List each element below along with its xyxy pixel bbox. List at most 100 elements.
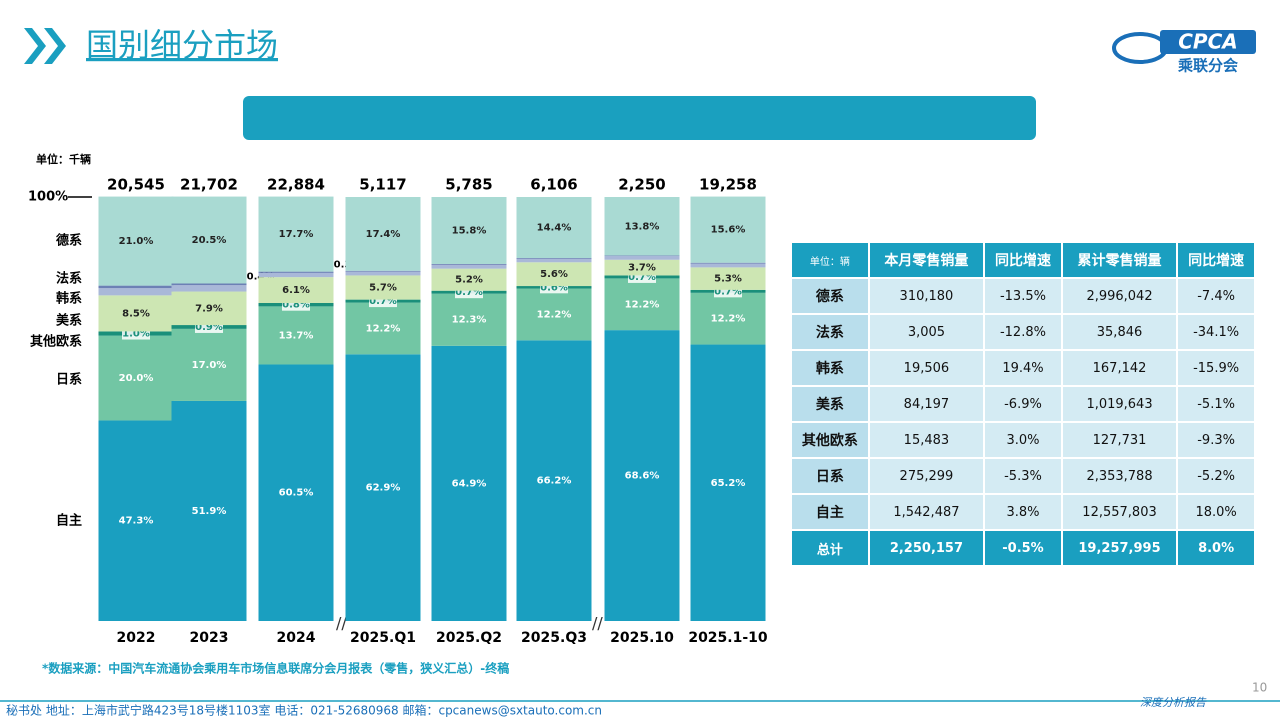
bar-segment <box>604 330 680 621</box>
table-cell: 19.4% <box>983 349 1063 387</box>
bar-segment <box>516 262 592 287</box>
bar-segment <box>171 285 247 292</box>
bar-segment <box>604 259 680 276</box>
table-cell: 15,483 <box>867 421 986 459</box>
table-cell: 法系 <box>790 313 870 351</box>
value-label: 15.8% <box>452 225 487 236</box>
bar-segment <box>258 277 334 303</box>
bar-segment <box>98 196 174 286</box>
bar-segment <box>98 420 174 621</box>
value-label: 65.2% <box>711 478 746 489</box>
bar-segment <box>690 262 766 264</box>
value-label: 64.9% <box>452 478 487 489</box>
value-label: 0.7% <box>714 286 742 297</box>
table-cell: 美系 <box>790 385 870 423</box>
bar-segment <box>171 196 247 284</box>
table-row: 单位：辆 本月零售销量 同比增速 累计零售销量 同比增速 <box>790 241 1256 279</box>
total-label: 21,702 <box>180 176 238 194</box>
value-label: 12.2% <box>366 323 401 334</box>
logo-subtitle: 乘联分会 <box>1177 57 1238 75</box>
value-label: 1.0% <box>122 329 150 340</box>
table-cell: -5.2% <box>1176 457 1256 495</box>
bar-segment <box>690 267 766 290</box>
bar-segment <box>690 344 766 621</box>
series-label: 法系 <box>56 271 82 287</box>
bar-segment <box>431 293 507 346</box>
series-label: 德系 <box>56 233 82 249</box>
axis-break: // <box>336 614 347 633</box>
bar-segment <box>516 340 592 621</box>
bar-segment <box>258 271 334 273</box>
total-label: 2,250 <box>618 176 665 194</box>
value-label: 12.2% <box>537 309 572 320</box>
value-label: 5.7% <box>369 283 397 294</box>
value-label: 3.7% <box>628 263 656 274</box>
bar-segment <box>604 278 680 331</box>
logo-mark <box>1112 32 1168 64</box>
table-cell: 3,005 <box>867 313 986 351</box>
total-label: 20,545 <box>107 176 165 194</box>
table-cell: 累计零售销量 <box>1060 241 1179 279</box>
table-row: 韩系 19,506 19.4% 167,142 -15.9% <box>790 349 1256 387</box>
value-label: 0.8% <box>282 300 310 311</box>
series-label: 其他欧系 <box>30 334 82 350</box>
total-label: 6,106 <box>530 176 577 194</box>
bar-segment <box>171 400 247 621</box>
table-cell: 8.0% <box>1176 529 1256 567</box>
table-row: 日系 275,299 -5.3% 2,353,788 -5.2% <box>790 457 1256 495</box>
bar-segment <box>431 197 507 264</box>
table-cell: -13.5% <box>983 277 1063 315</box>
table-cell: 12,557,803 <box>1060 493 1179 531</box>
value-label: 0.7% <box>628 272 656 283</box>
value-label: 12.2% <box>625 299 660 310</box>
table-cell: -34.1% <box>1176 313 1256 351</box>
table-cell: 其他欧系 <box>790 421 870 459</box>
bar-segment <box>98 288 174 296</box>
total-label: 5,785 <box>445 176 492 194</box>
bar-segment <box>258 306 334 365</box>
bar-segment <box>516 258 592 263</box>
bar-segment <box>431 264 507 269</box>
bar-segment <box>345 302 421 355</box>
bar-segment <box>258 272 334 278</box>
bar-segment <box>516 197 592 259</box>
table-cell: 19,257,995 <box>1060 529 1179 567</box>
banner <box>243 96 1036 140</box>
data-table: 单位：辆 本月零售销量 同比增速 累计零售销量 同比增速 德系 310,180 -13.5% 2… <box>790 241 1256 567</box>
table-cell: 275,299 <box>867 457 986 495</box>
table-cell: -0.5% <box>983 529 1063 567</box>
table-cell: 2,250,157 <box>867 529 986 567</box>
value-label: 17.4% <box>366 229 401 240</box>
table-cell: -15.9% <box>1176 349 1256 387</box>
table-cell: 167,142 <box>1060 349 1179 387</box>
table-cell: -9.3% <box>1176 421 1256 459</box>
bar-segment <box>604 197 680 256</box>
table-cell: -6.9% <box>983 385 1063 423</box>
table-cell: -7.4% <box>1176 277 1256 315</box>
bar-segment <box>431 263 507 265</box>
table-cell: 127,731 <box>1060 421 1179 459</box>
total-label: 19,258 <box>699 176 757 194</box>
value-label: 0.7% <box>369 296 397 307</box>
value-label: 0.9% <box>195 322 223 333</box>
bar-segment <box>98 295 174 332</box>
table-cell: 2,353,788 <box>1060 457 1179 495</box>
value-label: 68.6% <box>625 471 660 482</box>
value-label: 15.6% <box>711 225 746 236</box>
axis-break: // <box>592 614 603 633</box>
table-cell: 韩系 <box>790 349 870 387</box>
table-cell: 19,506 <box>867 349 986 387</box>
table-cell: 同比增速 <box>983 241 1063 279</box>
bar-segment <box>431 345 507 621</box>
table-row: 总计 2,250,157 -0.5% 19,257,995 8.0% <box>790 529 1256 567</box>
value-label: 66.2% <box>537 476 572 487</box>
value-label: 17.0% <box>192 360 227 371</box>
value-label: 21.0% <box>119 236 154 247</box>
table-cell: 单位：辆 <box>790 241 870 279</box>
table-cell: -5.1% <box>1176 385 1256 423</box>
table-cell: 2,996,042 <box>1060 277 1179 315</box>
y-tick-label: 100% <box>28 190 68 205</box>
x-tick-label: 2025.Q1 <box>350 630 416 646</box>
